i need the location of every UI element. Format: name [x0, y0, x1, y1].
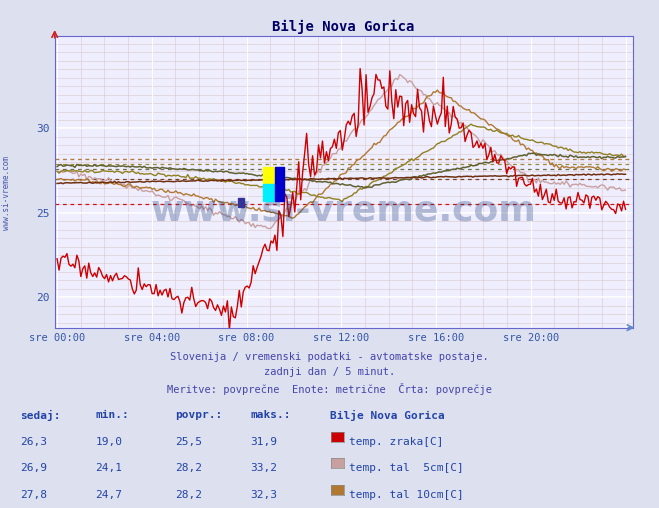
Text: temp. tal  5cm[C]: temp. tal 5cm[C]	[349, 463, 464, 473]
Text: 24,7: 24,7	[96, 490, 123, 500]
Text: 26,9: 26,9	[20, 463, 47, 473]
Text: 31,9: 31,9	[250, 437, 277, 447]
Bar	[239, 198, 244, 207]
Text: 32,3: 32,3	[250, 490, 277, 500]
Text: maks.:: maks.:	[250, 410, 291, 421]
Text: www.si-vreme.com: www.si-vreme.com	[151, 194, 536, 228]
Text: min.:: min.:	[96, 410, 129, 421]
Text: zadnji dan / 5 minut.: zadnji dan / 5 minut.	[264, 367, 395, 377]
Bar	[263, 168, 275, 184]
Text: temp. zraka[C]: temp. zraka[C]	[349, 437, 444, 447]
Text: 19,0: 19,0	[96, 437, 123, 447]
Text: 28,2: 28,2	[175, 490, 202, 500]
Text: www.si-vreme.com: www.si-vreme.com	[2, 156, 11, 230]
Text: 33,2: 33,2	[250, 463, 277, 473]
Text: temp. tal 10cm[C]: temp. tal 10cm[C]	[349, 490, 464, 500]
Text: Slovenija / vremenski podatki - avtomatske postaje.: Slovenija / vremenski podatki - avtomats…	[170, 352, 489, 362]
Text: 27,8: 27,8	[20, 490, 47, 500]
Text: sedaj:: sedaj:	[20, 410, 60, 422]
Text: Meritve: povprečne  Enote: metrične  Črta: povprečje: Meritve: povprečne Enote: metrične Črta:…	[167, 383, 492, 395]
Text: povpr.:: povpr.:	[175, 410, 222, 421]
Text: 28,2: 28,2	[175, 463, 202, 473]
Text: 26,3: 26,3	[20, 437, 47, 447]
Bar	[275, 168, 285, 201]
Bar	[263, 184, 275, 201]
Text: Bilje Nova Gorica: Bilje Nova Gorica	[330, 410, 444, 422]
Text: 25,5: 25,5	[175, 437, 202, 447]
Text: 24,1: 24,1	[96, 463, 123, 473]
Title: Bilje Nova Gorica: Bilje Nova Gorica	[272, 20, 415, 35]
